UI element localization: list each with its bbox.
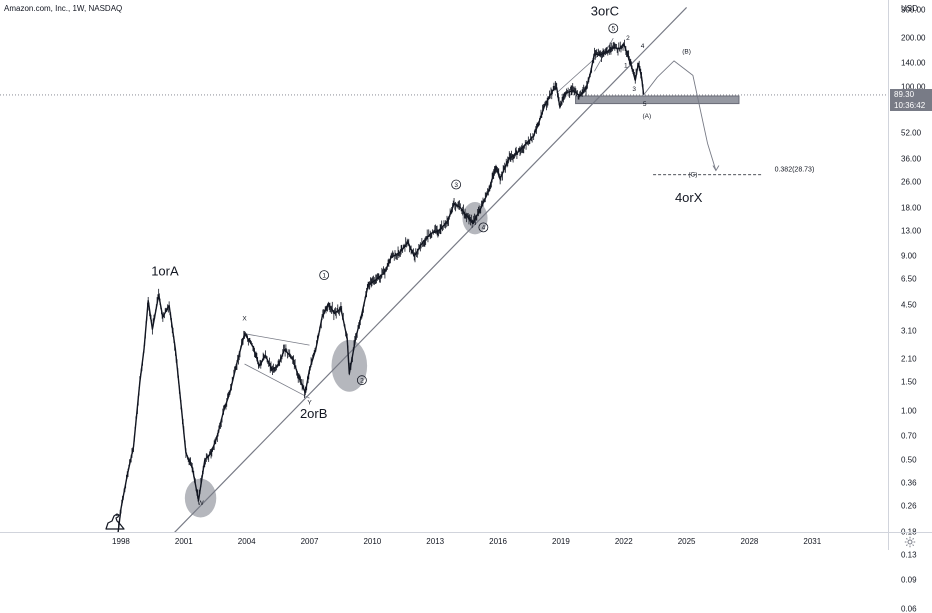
price-tick-label: 1.00 [901,406,917,416]
wave-label: (A) [642,113,651,120]
wave-label: (B) [682,48,691,55]
wave-label: 3orC [591,4,619,19]
circled-wave-label: 3 [454,182,458,189]
price-tick-label: 18.00 [901,203,922,213]
time-tick-label: 2016 [489,537,507,546]
wave-label: 4orX [675,190,703,205]
tradingview-dino-icon[interactable] [104,512,126,530]
axis-settings-button[interactable] [888,532,932,550]
circled-wave-marker [319,270,330,281]
price-tick-label: 4.50 [901,300,917,310]
currency-label: USD [901,4,918,13]
wave-label: X [242,316,247,323]
time-tick-label: 2007 [300,537,319,546]
price-tick-label: 0.50 [901,455,917,465]
time-tick-label: 2022 [614,537,633,546]
time-tick-label: 2031 [803,537,822,546]
price-tick-label: 3.10 [901,326,917,336]
projection-path [643,60,717,171]
price-axis[interactable]: USD 300.00 200.00 140.00 100.00 52.00 36.00 26… [888,0,932,613]
circled-wave-marker [478,222,489,233]
circled-wave-label: 2 [360,377,364,384]
price-tick-label: 26.00 [901,177,922,187]
price-tick-label: 0.70 [901,431,917,441]
price-tick-label: 0.13 [901,550,917,560]
time-tick-label: 2001 [174,537,193,546]
circled-wave-marker [451,179,462,190]
support-zone [575,95,740,105]
time-tick-label: 2025 [677,537,696,546]
wave-label: Y [307,400,312,407]
wave-label: 4 [641,43,645,50]
price-tick-label: 2.10 [901,354,917,364]
bar-countdown-label: 10:36:42 [890,99,932,111]
wave-label: 1orA [151,264,179,279]
price-tick-label: 6.50 [901,274,917,284]
trendline-1 [174,6,688,532]
fib-level-label: 0.382(28.73) [775,167,815,174]
price-tick-label: 1.50 [901,377,917,387]
wave-label: W [197,500,204,507]
chart-title: Amazon.com, Inc., 1W, NASDAQ [4,4,123,13]
wave-label: 5 [643,101,647,108]
price-tick-label: 0.09 [901,575,917,585]
projection-arrowhead [712,165,720,172]
wave-label: 3 [632,86,636,93]
trendline-2 [244,333,310,346]
circled-wave-label: 4 [482,225,486,232]
price-tick-label: 0.18 [901,527,917,537]
price-tick-label: 140.00 [901,58,926,68]
time-tick-label: 2004 [237,537,256,546]
time-tick-label: 2013 [426,537,445,546]
wave-label: (C) [688,171,697,178]
circled-wave-marker [608,23,619,34]
price-series-line [117,43,645,532]
wave-label: 2 [626,35,630,42]
chart-area[interactable]: 0.382(28.73) 1orA 2orB 3orC 4orX X Y W 2 4 1 3 5 (B)… [0,0,888,532]
time-tick-label: 2010 [363,537,382,546]
price-chart[interactable]: 0.382(28.73) 1orA 2orB 3orC 4orX X Y W 2 4 1 3 5 (B)… [0,0,888,532]
wave-ellipse-1 [184,478,217,518]
price-tick-label: 300.00 [901,5,926,15]
time-axis[interactable]: 1998 2001 2004 2007 2010 2013 2016 2019 2022 2025… [0,532,888,551]
last-price-label: 89.30 [890,88,932,100]
time-tick-label: 1998 [112,537,130,546]
wave-label: 2orB [300,406,327,421]
price-tick-label: 13.00 [901,226,922,236]
time-tick-label: 2019 [551,537,570,546]
price-tick-label: 0.06 [901,604,917,613]
price-tick-label: 200.00 [901,33,926,43]
price-tick-label: 36.00 [901,154,922,164]
time-tick-label: 2028 [740,537,759,546]
price-tick-label: 0.26 [901,501,917,511]
circled-wave-label: 1 [322,272,326,279]
circled-wave-label: 5 [611,26,615,33]
price-tick-label: 0.36 [901,478,917,488]
circled-wave-marker [356,375,367,386]
price-tick-label: 100.00 [901,82,926,92]
price-tick-label: 52.00 [901,128,922,138]
price-tick-label: 9.00 [901,251,917,261]
gear-icon [904,536,916,548]
trendline-3 [244,363,310,399]
wave-label: 1 [624,63,628,70]
